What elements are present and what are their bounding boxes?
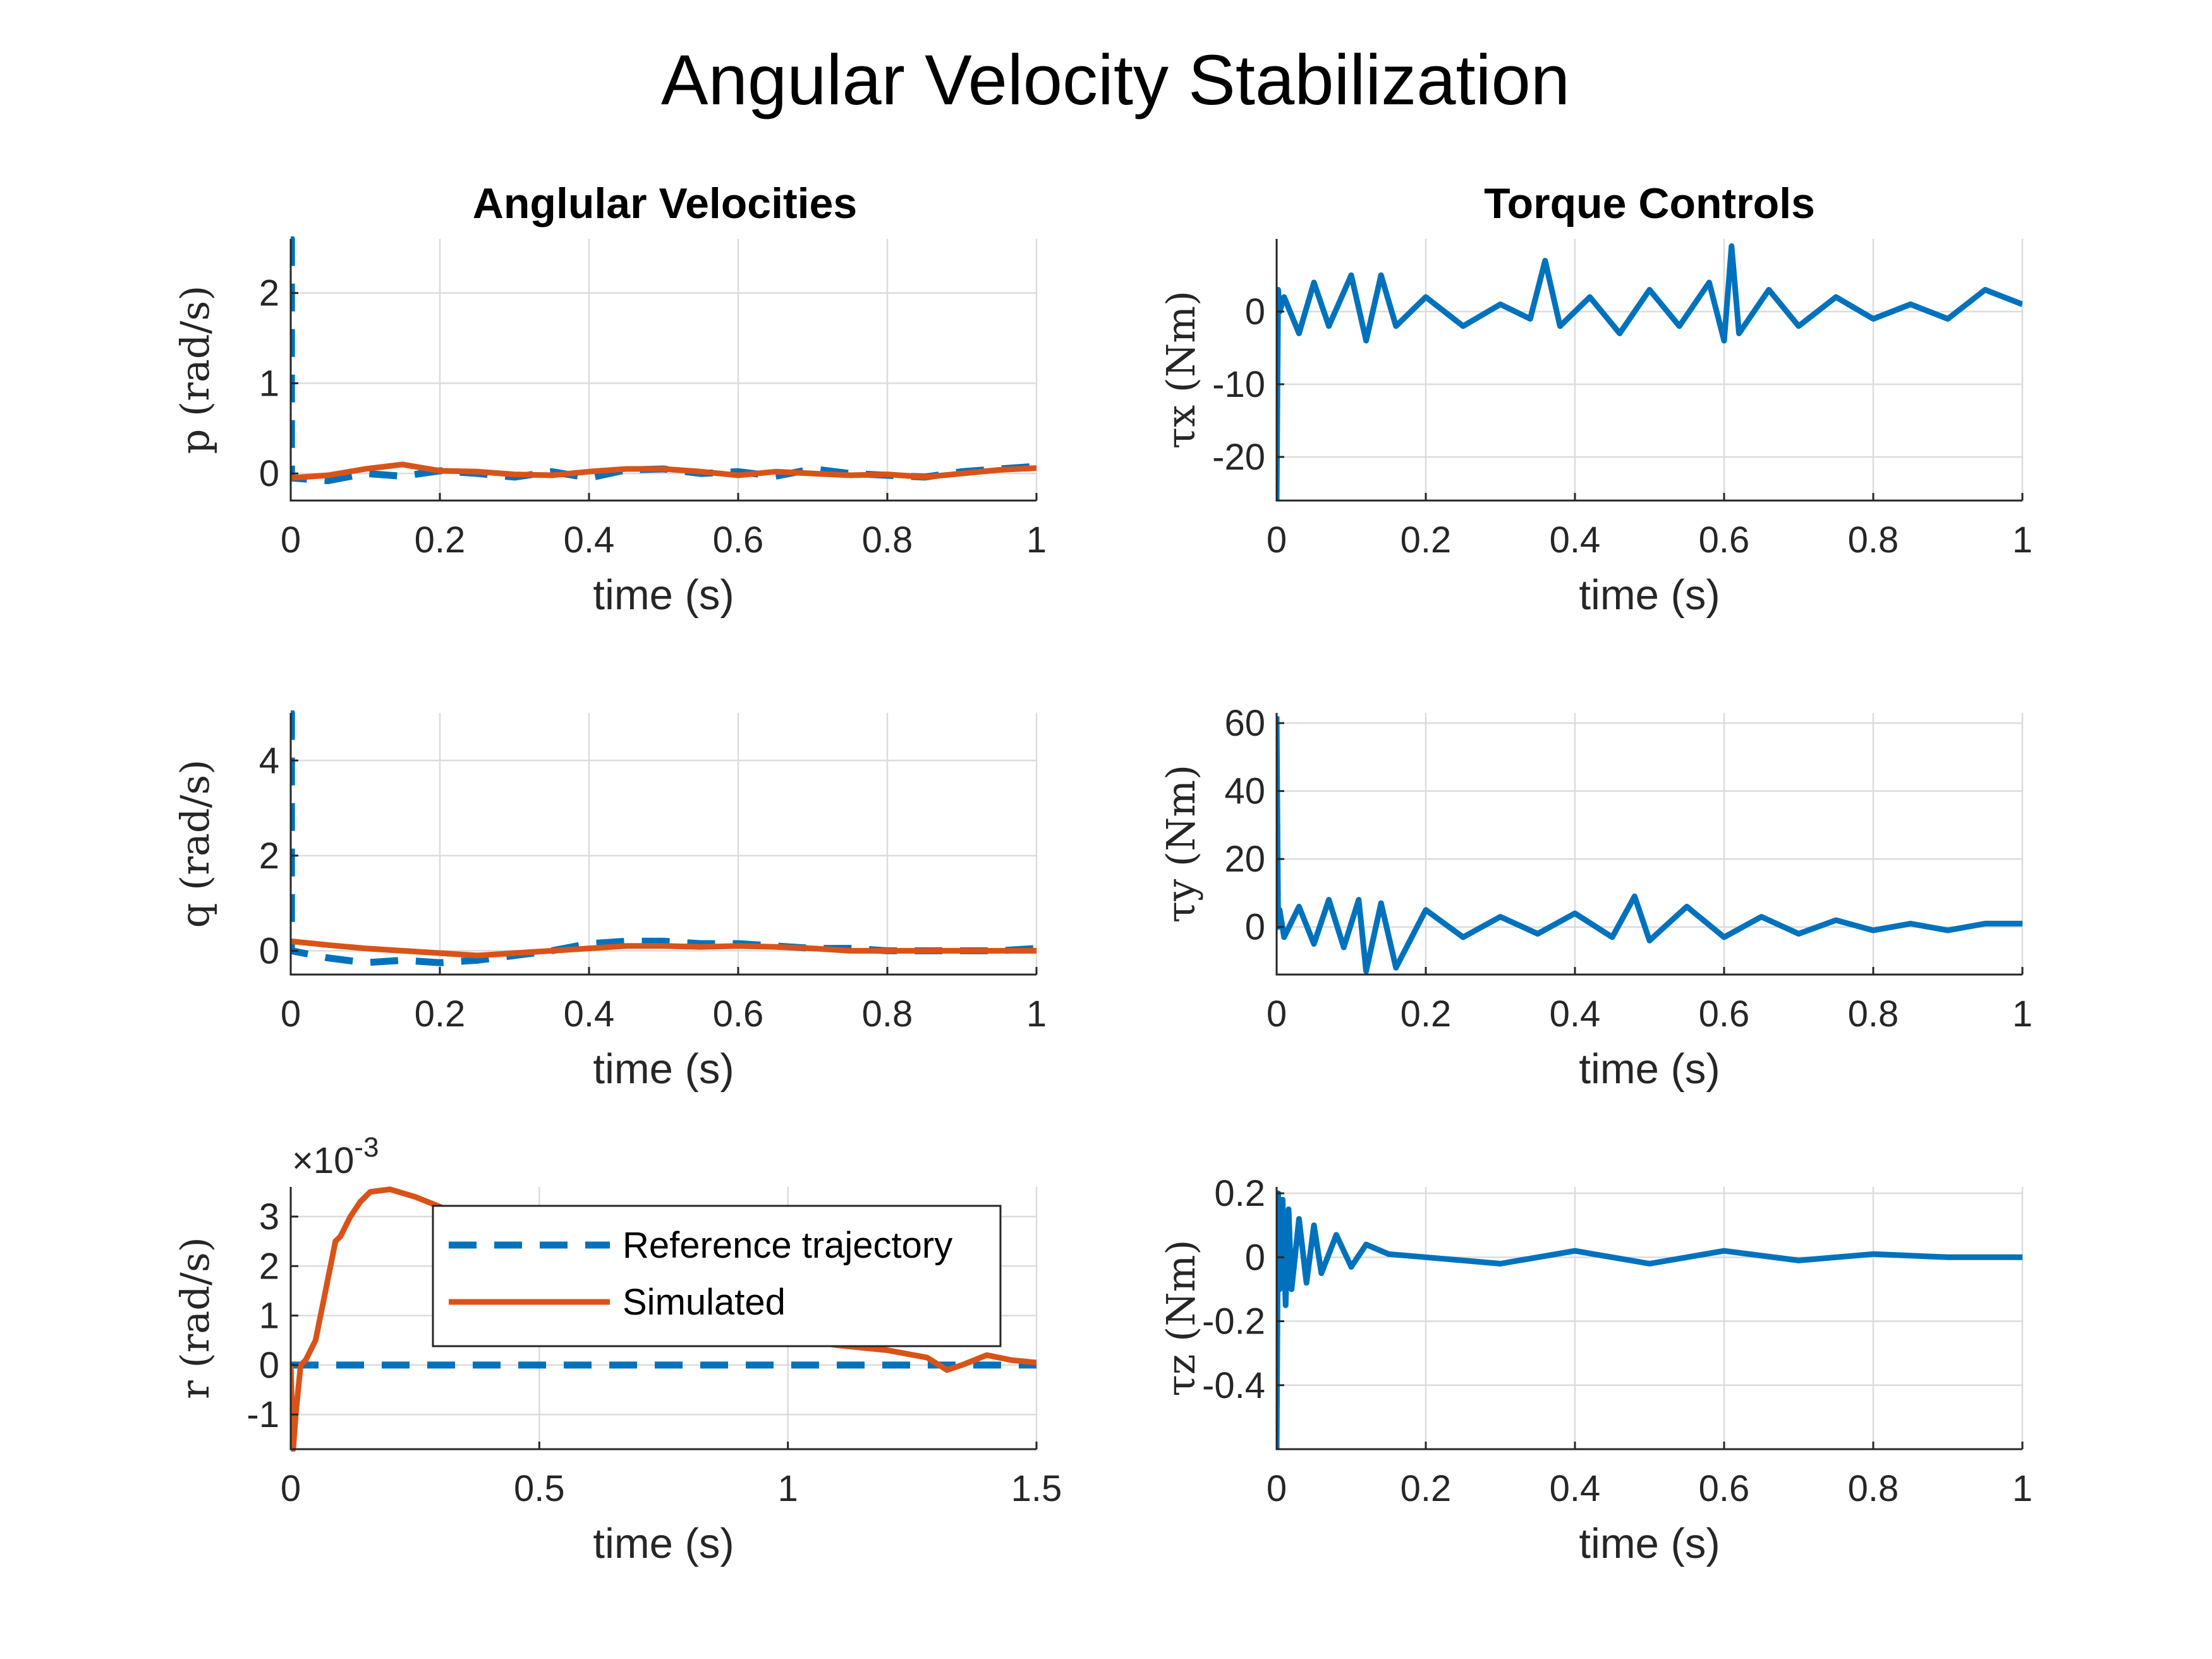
x-tick-label: 1.5: [1011, 1468, 1062, 1509]
y-axis-label: q (rad/s): [172, 760, 218, 928]
x-tick-label: 1: [1026, 994, 1047, 1035]
y-tick-label: 40: [1224, 771, 1265, 812]
panel-tau_x: 0 0.2 0.4 0.6 0.8 1 -20 -10 0 time (s) τx (Nm): [1158, 239, 2033, 619]
legend-label: Reference trajectory: [623, 1225, 952, 1266]
x-tick-label: 0: [1267, 994, 1287, 1035]
x-tick-label: 0.6: [1699, 520, 1750, 561]
x-tick-label: 0.2: [1401, 994, 1452, 1035]
figure-title: Angular Velocity Stabilization: [661, 40, 1570, 119]
x-tick-label: 0.5: [514, 1468, 565, 1509]
x-tick-label: 0: [281, 1468, 301, 1509]
y-tick-label: 2: [259, 273, 279, 314]
x-tick-label: 0.8: [862, 994, 913, 1035]
y-tick-label: -0.2: [1202, 1301, 1265, 1342]
y-tick-label: 3: [259, 1196, 279, 1237]
x-tick-label: 0.4: [1550, 1468, 1601, 1509]
x-tick-label: 0: [1267, 1468, 1287, 1509]
y-tick-label: 0.2: [1214, 1173, 1265, 1214]
x-axis-label: time (s): [1579, 1045, 1720, 1093]
x-tick-label: 0.6: [1699, 1468, 1750, 1509]
x-tick-label: 1: [778, 1468, 798, 1509]
legend-box: [432, 1205, 1002, 1347]
x-tick-label: 0.6: [713, 520, 764, 561]
series-line-tau_y-torque: [1277, 716, 2022, 975]
y-tick-label: 0: [259, 930, 279, 971]
y-tick-label: -20: [1212, 437, 1265, 478]
x-tick-label: 0.4: [1550, 994, 1601, 1035]
panel-tau_y: 0 0.2 0.4 0.6 0.8 1 0 20 40 60 time (s) τy (Nm): [1158, 703, 2033, 1093]
x-tick-label: 0.8: [1848, 994, 1899, 1035]
y-tick-label: 2: [259, 836, 279, 877]
x-tick-label: 1: [2012, 520, 2033, 561]
y-tick-label: 0: [1245, 1237, 1265, 1278]
panel-p: 0 0.2 0.4 0.6 0.8 1 0 1 2 time (s) p (rad/s): [172, 236, 1047, 619]
series-line-q-simulated: [291, 938, 1036, 959]
y-tick-label: 20: [1224, 839, 1265, 880]
x-axis-label: time (s): [1579, 1520, 1720, 1567]
y-tick-label: 0: [1245, 291, 1265, 332]
x-tick-label: 0: [281, 994, 301, 1035]
x-tick-label: 0.6: [713, 994, 764, 1035]
x-tick-label: 0.4: [564, 994, 615, 1035]
x-tick-label: 0.2: [1401, 1468, 1452, 1509]
y-tick-label: 60: [1224, 703, 1265, 744]
y-axis-label: τy (Nm): [1158, 765, 1204, 923]
column-title-left: Anglular Velocities: [473, 179, 857, 228]
x-axis-label: time (s): [593, 1045, 734, 1093]
y-axis-label: r (rad/s): [172, 1237, 218, 1399]
panel-q: 0 0.2 0.4 0.6 0.8 1 0 2 4 time (s) q (rad/s): [172, 710, 1047, 1093]
x-tick-label: 0: [1267, 520, 1287, 561]
y-axis-label: p (rad/s): [172, 286, 218, 454]
x-tick-label: 0.8: [1848, 520, 1899, 561]
y-tick-label: 0: [1245, 907, 1265, 948]
y-tick-label: 0: [259, 1345, 279, 1386]
y-tick-label: -10: [1212, 364, 1265, 405]
x-axis-label: time (s): [593, 1520, 734, 1567]
x-tick-label: 1: [1026, 520, 1047, 561]
x-tick-label: 0.6: [1699, 994, 1750, 1035]
x-tick-label: 0.2: [415, 994, 466, 1035]
series-line-r-simulated: [291, 1186, 1036, 1452]
x-tick-label: 0.2: [415, 520, 466, 561]
x-tick-label: 0.2: [1401, 520, 1452, 561]
y-tick-label: -0.4: [1202, 1365, 1265, 1406]
series-line-tau_x-torque: [1277, 243, 2022, 501]
y-axis-label: τx (Nm): [1158, 291, 1204, 449]
x-tick-label: 0.4: [1550, 520, 1601, 561]
y-tick-label: 0: [259, 453, 279, 494]
y-axis-label: τz (Nm): [1158, 1239, 1204, 1396]
axis-multiplier-exponent: -3: [354, 1132, 379, 1163]
y-tick-label: 4: [259, 740, 279, 781]
x-tick-label: 1: [2012, 994, 2033, 1035]
legend: Reference trajectory Simulated: [432, 1205, 1002, 1347]
x-tick-label: 1: [2012, 1468, 2033, 1509]
series-line-tau_z-torque: [1277, 1190, 2022, 1450]
x-tick-label: 0: [281, 520, 301, 561]
panel-tau_z: 0 0.2 0.4 0.6 0.8 1 -0.4 -0.2 0 0.2 time (s) τz (Nm…: [1158, 1173, 2033, 1567]
series-line-p-simulated: [291, 461, 1036, 481]
column-title-right: Torque Controls: [1484, 179, 1815, 228]
x-tick-label: 0.8: [1848, 1468, 1899, 1509]
x-tick-label: 0.4: [564, 520, 615, 561]
y-tick-label: 1: [259, 1296, 279, 1337]
y-tick-label: 1: [259, 363, 279, 404]
legend-label: Simulated: [623, 1282, 786, 1323]
y-tick-label: -1: [246, 1394, 279, 1435]
x-tick-label: 0.8: [862, 520, 913, 561]
y-tick-label: 2: [259, 1246, 279, 1287]
x-axis-label: time (s): [1579, 571, 1720, 619]
x-axis-label: time (s): [593, 571, 734, 619]
